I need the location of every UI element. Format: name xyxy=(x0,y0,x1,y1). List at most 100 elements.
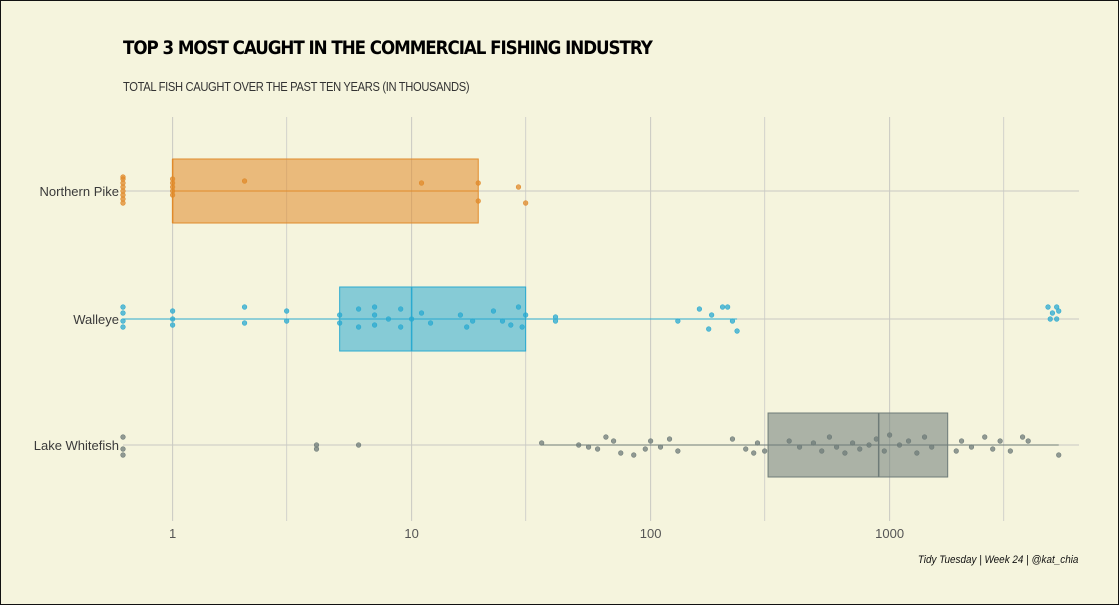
data-point xyxy=(1054,316,1060,322)
data-point xyxy=(355,324,362,330)
data-point xyxy=(120,174,126,180)
data-point xyxy=(337,320,343,326)
chart-title: TOP 3 MOST CAUGHT IN THE COMMERCIAL FISH… xyxy=(123,37,653,59)
data-point xyxy=(120,200,126,206)
data-point xyxy=(675,448,681,454)
data-point xyxy=(515,184,522,190)
data-point xyxy=(371,322,378,328)
data-point xyxy=(398,324,404,330)
data-point xyxy=(464,324,470,330)
data-point xyxy=(519,324,525,330)
data-point xyxy=(968,444,975,450)
data-point xyxy=(427,320,434,326)
data-point xyxy=(734,328,740,334)
category-label: Walleye xyxy=(73,312,119,327)
data-point xyxy=(709,312,715,318)
data-point xyxy=(457,312,464,318)
data-point xyxy=(725,304,731,310)
data-point xyxy=(953,448,959,454)
data-point xyxy=(810,440,817,446)
data-point xyxy=(1007,448,1013,454)
data-point xyxy=(958,438,965,444)
data-point xyxy=(754,440,761,446)
data-point xyxy=(866,442,872,448)
data-point xyxy=(313,446,320,452)
data-point xyxy=(585,444,592,450)
data-point xyxy=(990,446,996,452)
data-point xyxy=(881,448,887,454)
data-point xyxy=(706,326,712,332)
box xyxy=(339,286,527,352)
data-point xyxy=(1056,308,1062,314)
category-label: Northern Pike xyxy=(40,184,119,199)
data-point xyxy=(1047,316,1053,322)
data-point xyxy=(786,438,792,444)
data-point xyxy=(398,306,404,312)
data-point xyxy=(603,434,609,440)
data-point xyxy=(1019,434,1026,440)
data-point xyxy=(921,434,928,440)
data-point xyxy=(170,322,176,328)
data-point xyxy=(170,316,176,322)
data-point xyxy=(576,442,582,448)
data-point xyxy=(887,432,893,438)
data-point xyxy=(508,322,514,328)
data-point xyxy=(631,452,637,458)
data-point xyxy=(819,448,825,454)
data-point xyxy=(719,304,726,310)
data-point xyxy=(284,308,290,314)
data-point xyxy=(729,436,736,442)
data-point xyxy=(696,306,703,312)
box xyxy=(172,158,479,224)
data-point xyxy=(170,308,176,314)
data-point xyxy=(371,304,378,310)
data-point xyxy=(666,436,673,442)
data-point xyxy=(284,318,290,324)
data-point xyxy=(1045,304,1051,310)
data-point xyxy=(642,446,648,452)
data-point xyxy=(120,452,126,458)
x-tick-label: 100 xyxy=(640,526,662,541)
data-point xyxy=(751,450,757,456)
data-point xyxy=(241,320,248,326)
data-point xyxy=(120,304,126,310)
data-point xyxy=(905,438,912,444)
data-point xyxy=(418,180,425,186)
data-point xyxy=(997,438,1003,444)
data-point xyxy=(914,450,920,456)
chart-subtitle: TOTAL FISH CAUGHT OVER THE PAST TEN YEAR… xyxy=(123,79,470,94)
data-point xyxy=(170,192,176,198)
data-point xyxy=(241,304,248,310)
data-point xyxy=(470,318,476,324)
x-tick-label: 1 xyxy=(169,526,176,541)
data-point xyxy=(120,434,126,440)
data-point xyxy=(675,318,681,324)
data-point xyxy=(594,446,601,452)
data-point xyxy=(523,312,529,318)
data-point xyxy=(610,438,617,444)
data-point xyxy=(896,442,903,448)
data-point xyxy=(833,444,840,450)
data-point xyxy=(371,312,378,318)
data-point xyxy=(490,308,497,314)
data-point xyxy=(120,446,126,452)
data-point xyxy=(743,446,749,452)
data-point xyxy=(762,448,768,454)
data-point xyxy=(418,310,425,316)
data-point xyxy=(409,316,415,322)
data-point xyxy=(355,306,362,312)
x-tick-label: 1000 xyxy=(875,526,904,541)
data-point xyxy=(982,434,988,440)
data-point xyxy=(475,180,481,186)
data-point xyxy=(729,318,736,324)
data-point xyxy=(475,198,481,204)
data-point xyxy=(857,446,863,452)
data-point xyxy=(355,442,362,448)
data-point xyxy=(385,316,392,322)
category-label: Lake Whitefish xyxy=(34,438,119,453)
x-tick-label: 10 xyxy=(404,526,418,541)
data-point xyxy=(515,304,522,310)
data-point xyxy=(539,440,545,446)
